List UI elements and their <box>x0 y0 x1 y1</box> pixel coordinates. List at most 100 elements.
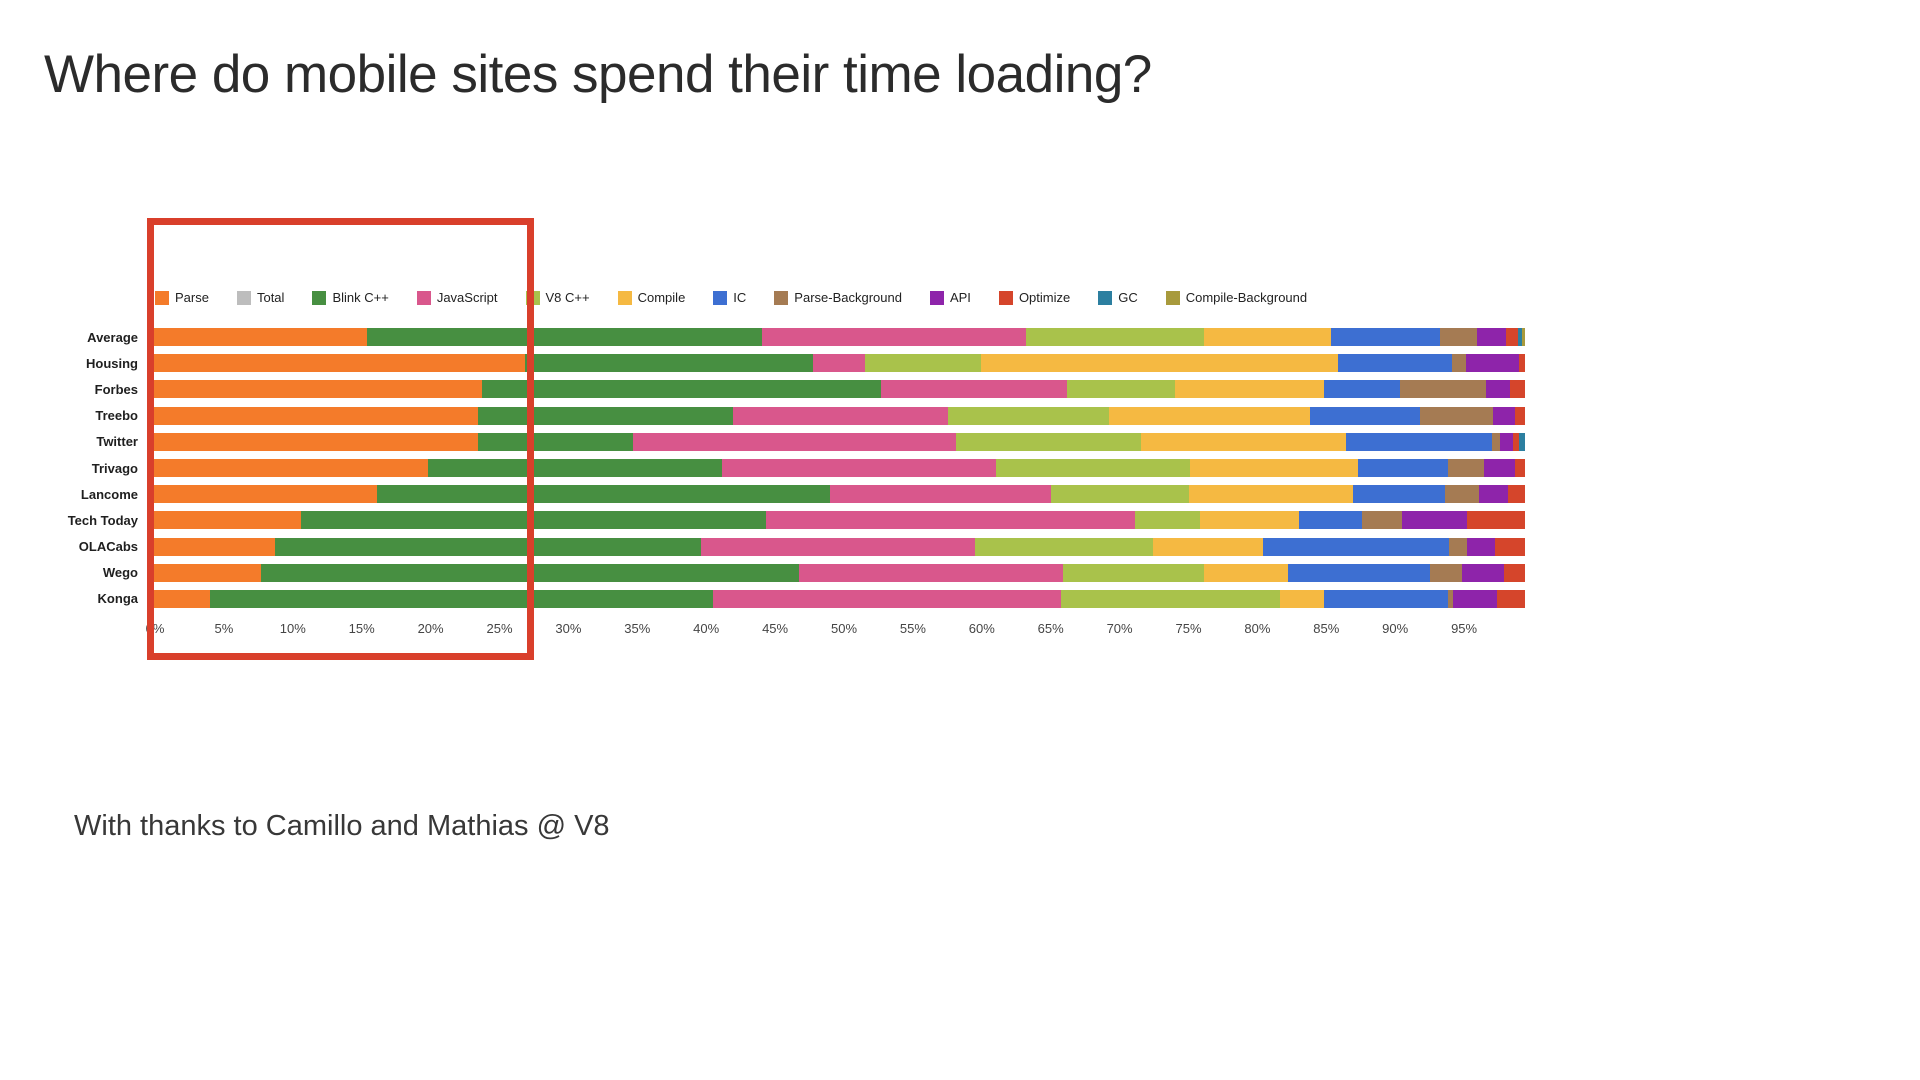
bar-segment-parse <box>147 432 478 451</box>
bar-segment-javascript <box>830 485 1051 504</box>
category-label: Trivago <box>91 460 138 476</box>
bar-segment-javascript <box>732 406 948 425</box>
bar-segment-gc <box>1518 328 1523 347</box>
legend-label: JavaScript <box>436 290 498 305</box>
legend-item-parse-background: Parse-Background <box>774 290 902 305</box>
bar-segment-parse-background <box>1451 354 1466 373</box>
bar-segment-api <box>1479 485 1509 504</box>
legend-swatch-v8-c <box>525 290 540 305</box>
chart-row-olacabs: OLACabs <box>0 534 1540 560</box>
x-axis-tick-label: 70% <box>1106 621 1133 636</box>
category-label: Twitter <box>96 434 138 450</box>
footer-credit: With thanks to Camillo and Mathias @ V8 <box>74 810 610 842</box>
bar-segment-ic <box>1263 537 1450 556</box>
bar-track <box>147 380 1525 399</box>
bar-segment-api <box>1486 380 1510 399</box>
bar-track <box>147 511 1525 530</box>
x-axis-tick-label: 90% <box>1382 621 1409 636</box>
bar-segment-optimize <box>1494 537 1525 556</box>
category-label: Average <box>87 329 138 345</box>
bar-segment-api <box>1483 459 1516 478</box>
x-axis-tick-label: 80% <box>1244 621 1271 636</box>
bar-segment-blink-c <box>428 459 722 478</box>
bar-segment-blink-c <box>524 354 813 373</box>
category-label: Forbes <box>94 381 138 397</box>
bar-track <box>147 563 1525 582</box>
bar-track <box>147 328 1525 347</box>
legend-label: V8 C++ <box>545 290 590 305</box>
x-axis-tick-label: 50% <box>830 621 858 636</box>
x-axis-tick-label: 20% <box>417 621 444 636</box>
bar-segment-parse-background <box>1449 537 1468 556</box>
x-axis-tick-label: 5% <box>214 621 234 636</box>
category-label: Tech Today <box>67 512 138 528</box>
legend-item-total: Total <box>236 290 284 305</box>
bar-segment-v8-c <box>1135 511 1200 530</box>
bar-segment-parse <box>147 406 478 425</box>
chart-row-forbes: Forbes <box>0 376 1540 402</box>
chart-rows: Average Housing Forbes Treebo Twitter Trivago… <box>0 324 1540 612</box>
legend-label: Optimize <box>1018 290 1071 305</box>
legend-label: Parse <box>175 290 209 305</box>
bar-segment-gc <box>1519 432 1525 451</box>
bar-segment-parse <box>147 380 482 399</box>
bar-segment-optimize <box>1515 459 1525 478</box>
legend-item-ic: IC <box>713 290 746 305</box>
chart-row-wego: Wego <box>0 560 1540 586</box>
bar-segment-api <box>1461 563 1505 582</box>
chart-row-konga: Konga <box>0 586 1540 612</box>
category-label: Wego <box>102 565 138 581</box>
bar-segment-ic <box>1345 432 1492 451</box>
bar-segment-parse-background <box>1447 589 1454 608</box>
x-axis-tick-label: 10% <box>279 621 306 636</box>
bar-segment-optimize <box>1508 485 1525 504</box>
bar-segment-compile <box>1203 563 1288 582</box>
bar-segment-parse <box>147 589 211 608</box>
bar-segment-compile <box>1152 537 1264 556</box>
bar-segment-v8-c <box>947 406 1109 425</box>
legend-item-compile-background: Compile-Background <box>1165 290 1307 305</box>
bar-segment-compile <box>1108 406 1310 425</box>
chart-row-lancome: Lancome <box>0 481 1540 507</box>
x-axis-tick-label: 65% <box>1037 621 1064 636</box>
page-title: Where do mobile sites spend their time l… <box>44 45 1152 104</box>
bar-segment-ic <box>1358 459 1448 478</box>
x-axis-tick-label: 75% <box>1175 621 1202 636</box>
bar-segment-parse-background <box>1362 511 1403 530</box>
legend-swatch-javascript <box>416 290 431 305</box>
x-axis-tick-label: 60% <box>968 621 995 636</box>
chart-row-treebo: Treebo <box>0 403 1540 429</box>
legend-swatch-ic <box>713 290 728 305</box>
bar-segment-parse <box>147 511 302 530</box>
legend-swatch-blink-c <box>312 290 327 305</box>
bar-segment-optimize <box>1497 589 1525 608</box>
bar-segment-v8-c <box>1050 485 1189 504</box>
bar-track <box>147 589 1525 608</box>
bar-segment-v8-c <box>864 354 981 373</box>
legend-label: API <box>949 290 971 305</box>
bar-track <box>147 406 1525 425</box>
bar-segment-compile-background <box>1522 328 1525 347</box>
bar-segment-api <box>1402 511 1468 530</box>
legend-item-optimize: Optimize <box>998 290 1071 305</box>
legend-item-javascript: JavaScript <box>416 290 498 305</box>
legend-item-gc: GC <box>1098 290 1138 305</box>
bar-track <box>147 537 1525 556</box>
x-axis-tick-label: 45% <box>762 621 789 636</box>
bar-segment-v8-c <box>1063 563 1204 582</box>
bar-segment-api <box>1476 328 1506 347</box>
x-axis-tick-label: 40% <box>693 621 720 636</box>
bar-segment-javascript <box>633 432 956 451</box>
bar-segment-compile <box>1188 485 1353 504</box>
bar-segment-parse-background <box>1439 328 1477 347</box>
x-axis-tick-label: 15% <box>348 621 375 636</box>
bar-segment-v8-c <box>1060 589 1280 608</box>
chart-x-axis: 0% 5% 10% 15% 20% 25% 30% 35% 40% 45% 50% 55% 60% 65%… <box>146 621 1533 639</box>
bar-segment-optimize <box>1519 354 1525 373</box>
bar-segment-api <box>1453 589 1498 608</box>
bar-segment-parse-background <box>1420 406 1494 425</box>
category-label: Treebo <box>95 408 138 424</box>
bar-track <box>147 485 1525 504</box>
legend-item-v8-c: V8 C++ <box>525 290 590 305</box>
chart-row-trivago: Trivago <box>0 455 1540 481</box>
